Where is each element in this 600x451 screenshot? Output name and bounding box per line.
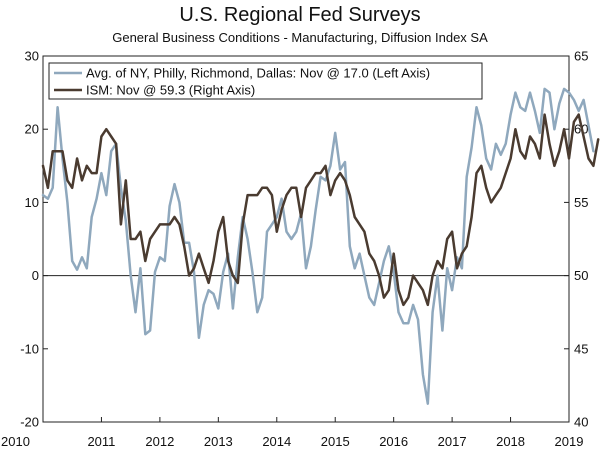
right-tick-label: 50 xyxy=(574,268,588,283)
x-tick-label: 2015 xyxy=(321,434,350,449)
x-tick-label: 2019 xyxy=(555,434,584,449)
left-tick-label: 20 xyxy=(25,122,39,137)
right-tick-label: 55 xyxy=(574,195,588,210)
left-tick-label: -20 xyxy=(20,415,39,430)
legend-label-ism: ISM: Nov @ 59.3 (Right Axis) xyxy=(86,83,255,98)
x-tick-label: 2017 xyxy=(438,434,467,449)
x-tick-label: 2012 xyxy=(145,434,174,449)
series-line-regional xyxy=(41,87,595,405)
x-axis: 2010 2011 2012 2013 2014 2015 2016 2017 2018 2019 xyxy=(1,417,583,449)
left-tick-label: 0 xyxy=(32,268,39,283)
x-tick-label: 2016 xyxy=(379,434,408,449)
series-layer xyxy=(41,87,600,405)
left-axis: 30 20 10 0 -10 -20 xyxy=(20,49,48,430)
right-tick-label: 45 xyxy=(574,341,588,356)
chart-title: U.S. Regional Fed Surveys xyxy=(179,4,421,26)
x-tick-label: 2018 xyxy=(496,434,525,449)
right-tick-label: 40 xyxy=(574,415,588,430)
x-tick-label: 2013 xyxy=(204,434,233,449)
x-tick-label: 2010 xyxy=(1,434,30,449)
right-tick-label: 65 xyxy=(574,49,588,64)
legend: Avg. of NY, Philly, Richmond, Dallas: No… xyxy=(48,62,483,100)
left-tick-label: 30 xyxy=(25,49,39,64)
legend-label-regional: Avg. of NY, Philly, Richmond, Dallas: No… xyxy=(86,66,430,81)
chart-subtitle: General Business Conditions - Manufactur… xyxy=(112,30,488,45)
left-tick-label: -10 xyxy=(20,341,39,356)
x-tick-label: 2014 xyxy=(262,434,291,449)
plot-area xyxy=(42,55,570,423)
legend-box xyxy=(48,62,483,100)
left-tick-label: 10 xyxy=(25,195,39,210)
x-tick-label: 2011 xyxy=(87,434,115,449)
series-line-ism xyxy=(41,113,600,307)
